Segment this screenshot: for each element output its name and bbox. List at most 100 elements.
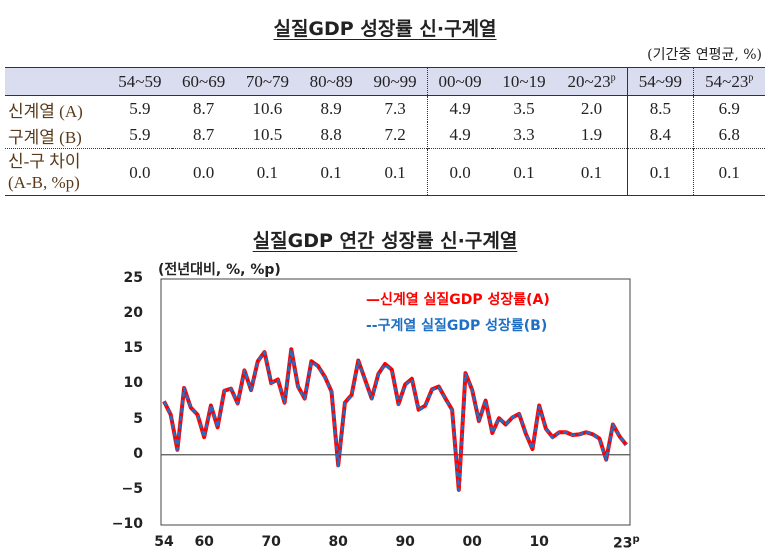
y-tick-label: −5 [121,480,143,497]
x-tick-text: 23 [612,535,633,552]
y-tick-label: −10 [111,516,143,532]
y-tick-label: 5 [133,410,143,427]
column-header: 00~09 [427,67,493,96]
table-cell: 4.9 [427,122,493,149]
legend-label-b: 구계열 실질GDP 성장률(B) [377,318,548,334]
table-title: 실질GDP 성장률 신·구계열 [273,18,497,40]
column-header: 80~89 [299,67,364,96]
column-header-label: 54~99 [638,71,682,91]
table-cell: 0.1 [692,148,765,196]
x-tick-label: 80 [328,534,347,550]
column-header-label: 10~19 [502,71,546,91]
table-cell: 0.0 [171,148,236,196]
table-cell: 0.1 [555,148,628,196]
table-cell: 0.1 [363,148,428,196]
row-label-sub: (A-B, %p) [8,173,80,192]
row-label-text: 신-구 차이 [8,152,81,171]
table-cell: 0.1 [492,148,556,196]
row-label-text: 구계열 (B) [8,127,82,147]
table-row: 신계열 (A) 5.9 8.7 10.6 8.9 7.3 4.9 3.5 2.0 8.5 6.9 [5,95,765,123]
preliminary-mark: p [632,534,640,545]
x-tick-text: 54 [154,534,174,550]
x-tick-text: 60 [194,534,214,550]
x-tick-label: 00 [462,534,481,550]
x-tick-text: 70 [261,534,281,550]
table-cell: 5.9 [129,99,151,118]
column-header: 90~99 [363,67,428,96]
x-tick-label: 10 [529,534,548,550]
table-cell: 7.3 [384,99,406,118]
column-header: 70~79 [235,67,300,96]
chart-title: 실질GDP 연간 성장률 신·구계열 [252,230,518,252]
y-tick-label: 25 [123,270,143,286]
x-tick-text: 80 [328,534,348,550]
column-header-label: 20~23 [567,71,611,91]
x-tick-text: 00 [462,534,482,550]
column-header: 54~59 [108,67,172,96]
x-tick-label: 60 [194,534,213,550]
legend-label-a: 신계열 실질GDP 성장률(A) [380,292,550,308]
table-row: 구계열 (B) 5.9 8.7 10.5 8.8 7.2 4.9 3.3 1.9 8.4 6.8 [5,122,765,149]
column-header: 60~69 [171,67,236,96]
table-cell: 0.0 [427,148,493,196]
series-line-b [162,348,628,492]
column-header-label: 80~89 [309,71,353,91]
table-cell: 6.9 [692,95,765,122]
x-tick-label: 23p [613,534,640,552]
column-header: 54~99 [627,67,693,96]
table-unit: (기간중 연평균, %) [647,47,762,63]
table-cell: 8.8 [320,125,342,144]
column-header-label: 54~59 [118,71,162,91]
y-tick-label: 10 [123,375,143,392]
row-label: 신-구 차이 (A-B, %p) [5,148,108,196]
y-axis-unit-label: (전년대비, %, %p) [158,262,281,278]
legend-marker-solid: — [366,292,380,308]
table-cell: 6.8 [692,122,765,149]
row-label: 구계열 (B) [5,122,108,149]
legend-item-a: —신계열 실질GDP 성장률(A) [366,289,550,309]
row-label-text: 신계열 (A) [8,101,83,121]
header-blank [5,67,108,96]
x-tick-text: 90 [395,534,415,550]
table-cell: 0.1 [235,148,300,196]
legend-item-b: --구계열 실질GDP 성장률(B) [366,315,547,335]
column-header-label: 54~23 [705,71,749,91]
table-cell: 4.9 [427,95,493,122]
table-cell: 7.2 [384,125,406,144]
table-cell: 2.0 [580,99,603,118]
plot-frame [160,278,631,526]
y-tick-label: 15 [123,340,143,357]
table-cell: 0.1 [299,148,364,196]
series-line-a [162,347,628,492]
table-cell: 0.0 [108,148,172,196]
table-cell: 10.5 [252,125,283,144]
table-cell: 3.5 [513,99,535,118]
column-header: 54~23p [692,67,765,96]
table-cell: 10.6 [252,99,283,118]
y-tick-label: 20 [123,305,143,322]
column-header-label: 70~79 [245,71,290,91]
legend-marker-dashed: -- [366,318,378,334]
table-cell: 8.7 [193,99,215,118]
table-cell: 8.9 [320,99,342,118]
x-tick-text: 10 [529,534,549,550]
table-cell: 3.3 [513,125,535,144]
table-cell: 8.5 [627,95,693,122]
x-tick-label: 90 [395,534,414,550]
table-cell: 8.4 [627,122,693,149]
y-tick-label: 0 [133,445,143,462]
table-row: 신-구 차이 (A-B, %p) 0.0 0.0 0.1 0.1 0.1 0.0 0.1 0.1 0… [5,148,765,196]
preliminary-mark: p [748,71,754,83]
row-label: 신계열 (A) [5,96,108,123]
table-cell: 0.1 [627,148,693,196]
column-header: 20~23p [555,67,628,96]
column-header: 10~19 [492,67,556,96]
x-tick-label: 70 [261,534,280,550]
growth-summary-table: 54~59 60~69 70~79 80~89 90~99 00~09 10~19 20~23… [5,67,765,196]
column-header-label: 60~69 [182,71,226,91]
table-cell: 5.9 [129,125,151,144]
preliminary-mark: p [610,71,616,83]
table-cell: 8.7 [193,125,215,144]
x-tick-label: 54 [154,534,173,550]
